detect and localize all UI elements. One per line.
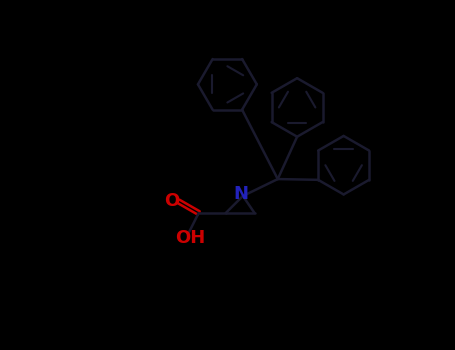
Text: OH: OH — [175, 229, 205, 247]
Text: N: N — [234, 186, 249, 203]
Text: O: O — [164, 193, 179, 210]
